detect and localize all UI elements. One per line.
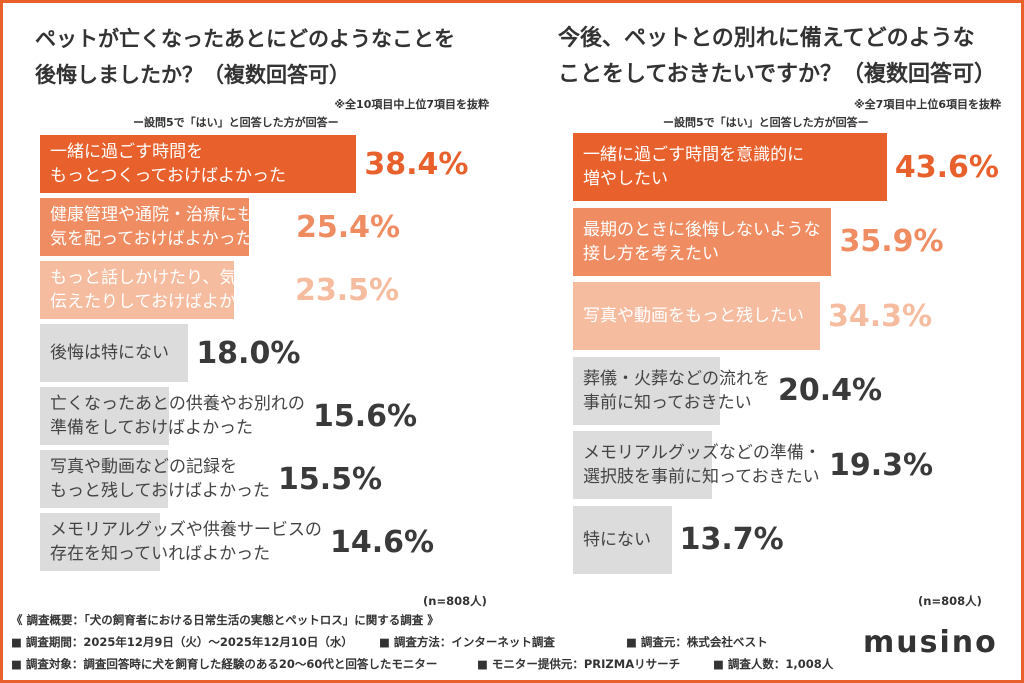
category-label: 写真や動画をもっと残したい [583,306,804,326]
footer-item: モニター提供元：PRIZMAリサーチ [477,656,680,672]
bar [40,324,189,382]
chart-title: ペットが亡くなったあとにどのようなことを 後悔しましたか？（複数回答可） [35,27,455,87]
category-label: 葬儀・火葬などの流れを 事前に知っておきたい [583,368,770,413]
footer-item: 調査人数：1,008人 [713,656,833,672]
bar [40,198,250,256]
value-label: 34.3% [827,298,933,334]
bar [573,207,832,276]
n-label: (n=808人) [423,594,487,608]
category-label: 写真や動画などの記録を もっと残しておけばよかった [50,457,270,501]
category-label: 特にない [583,529,651,550]
bar [573,505,672,574]
category-label: 亡くなったあとの供養やお別れの 準備をしておけばよかった [50,394,305,438]
value-label: 23.5% [295,272,400,308]
note: ※全10項目中上位7項目を抜粋 [334,98,489,111]
logo: musino [863,625,998,660]
category-label: 健康管理や通院・治療にもっと 気を配っておけばよかった [50,205,288,249]
value-label: 43.6% [894,149,999,185]
value-label: 14.6% [330,524,435,560]
footer-heading: 《 調査概要：「犬の飼育者における日常生活の実態とペットロス」に関する調査 》 [11,613,439,627]
bar [40,387,169,445]
n-label: (n=808人) [918,594,982,608]
value-label: 13.7% [679,522,784,557]
bar [40,513,161,571]
category-label: メモリアルグッズや供養サービスの 存在を知っていればよかった [50,520,322,564]
footer-item: 調査元：株式会社ベスト [626,634,768,650]
value-label: 15.6% [313,398,418,434]
value-label: 19.3% [829,447,934,483]
subtitle: ー設問5で「はい」と回答した方が回答ー [133,116,339,129]
category-label: 一緒に過ごす時間を もっとつくっておけばよかった [50,142,286,186]
footer-item: 調査期間：2025年12月9日（火）～2025年12月10日（水） [11,634,353,650]
footer-item: 調査対象：調査回答時に犬を飼育した経験のある20～60代と回答したモニター [11,656,438,672]
value-label: 18.0% [196,335,301,371]
footer-item: 調査方法：インターネット調査 [379,634,555,650]
bar [573,133,887,201]
chart-title: 今後、ペットとの別れに備えてどのような ことをしておきたいですか？（複数回答可） [558,26,997,87]
category-label: もっと話しかけたり、気持ちを 伝えたりしておけばよかった [50,268,288,312]
value-label: 35.9% [839,224,944,259]
bar [40,450,168,508]
bar [40,135,357,193]
category-label: 後悔は特にない [50,343,169,363]
bar [573,282,820,350]
subtitle: ー設問5で「はい」と回答した方が回答ー [663,116,869,129]
category-label: 最期のときに後悔しないような 接し方を考えたい [583,219,821,264]
category-label: メモリアルグッズなどの準備・ 選択肢を事前に知っておきたい [583,443,821,487]
value-label: 15.5% [278,461,383,497]
value-label: 38.4% [364,146,469,182]
bar [573,431,712,499]
value-label: 25.4% [296,209,401,245]
value-label: 20.4% [778,373,883,408]
bar [40,261,234,319]
note: ※全7項目中上位6項目を抜粋 [853,98,1001,111]
bar [573,356,720,425]
category-label: 一緒に過ごす時間を意識的に 増やしたい [583,145,805,189]
